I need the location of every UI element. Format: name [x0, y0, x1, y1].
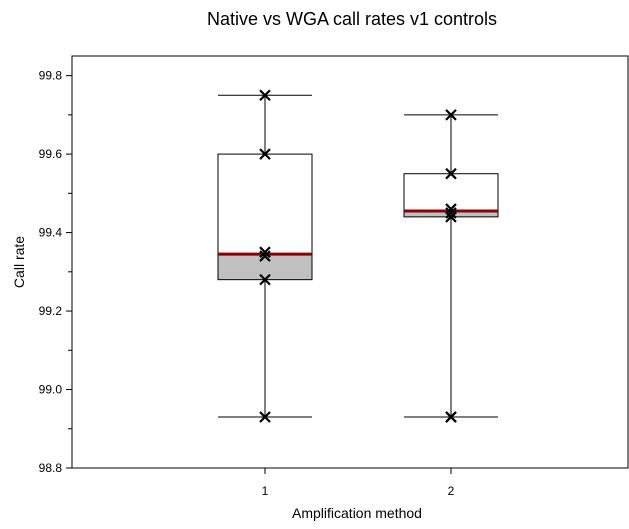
- y-axis-label: Call rate: [11, 236, 27, 288]
- data-points: [259, 89, 457, 423]
- data-point-stroke: [259, 411, 271, 423]
- x-tick-label: 1: [262, 484, 269, 498]
- y-tick-label: 99.2: [39, 304, 63, 318]
- data-point-stroke: [259, 89, 271, 102]
- data-point: [445, 109, 457, 121]
- data-point-stroke: [445, 109, 457, 121]
- box-upper-half: [403, 173, 499, 212]
- y-tick-label: 99.4: [39, 226, 63, 240]
- y-tick-label: 99.6: [39, 147, 63, 161]
- data-point: [445, 207, 457, 219]
- x-tick-label: 2: [448, 484, 455, 498]
- data-point: [259, 89, 271, 102]
- data-point-stroke: [259, 250, 271, 262]
- box-group-2: [403, 114, 499, 418]
- box-upper-half: [217, 153, 313, 255]
- y-tick-label: 98.8: [39, 461, 63, 475]
- data-point: [259, 273, 271, 286]
- chart-title: Native vs WGA call rates v1 controls: [207, 9, 497, 29]
- data-point: [445, 211, 457, 223]
- box-lower-half: [217, 253, 313, 281]
- box-plots: [217, 94, 499, 418]
- x-axis-label: Amplification method: [292, 505, 422, 521]
- data-point-stroke: [445, 211, 457, 223]
- y-axis: 98.8 99.0 99.2 99.4 99.6 99.8: [39, 69, 72, 475]
- data-point-stroke: [445, 207, 457, 219]
- data-point-stroke: [259, 148, 271, 160]
- data-point: [259, 411, 271, 423]
- data-point-stroke: [259, 246, 271, 258]
- data-point: [259, 246, 271, 258]
- box-group-1: [217, 94, 313, 418]
- data-point-stroke: [445, 167, 457, 180]
- data-point: [445, 167, 457, 180]
- data-point: [259, 148, 271, 160]
- plot-frame: [71, 55, 629, 469]
- data-point: [259, 250, 271, 262]
- y-tick-label: 99.8: [39, 69, 63, 83]
- data-point-stroke: [259, 273, 271, 286]
- data-point: [445, 411, 457, 423]
- data-point-stroke: [445, 411, 457, 423]
- y-tick-label: 99.0: [39, 383, 63, 397]
